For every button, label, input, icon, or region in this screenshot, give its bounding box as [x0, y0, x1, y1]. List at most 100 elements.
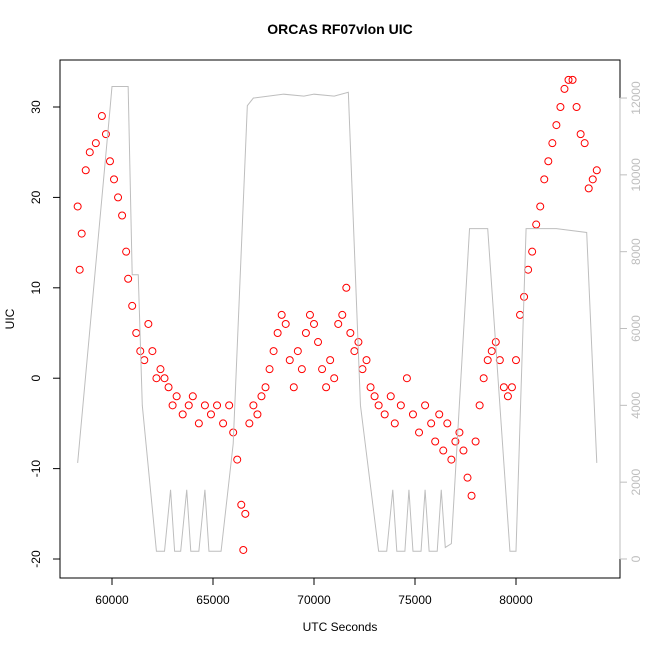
y2-tick-label: 4000 [629, 392, 643, 419]
y-tick-label: 10 [29, 281, 43, 295]
data-point [443, 419, 452, 428]
data-point [178, 410, 187, 419]
data-point [241, 509, 250, 518]
data-point [101, 130, 110, 139]
data-point [576, 130, 585, 139]
data-point [206, 410, 215, 419]
data-point [362, 356, 371, 365]
data-point [475, 401, 484, 410]
data-point [277, 310, 286, 319]
x-axis-label: UTC Seconds [303, 620, 378, 634]
data-point [459, 446, 468, 455]
data-point [253, 410, 262, 419]
x-tick-label: 65000 [196, 593, 230, 607]
data-point [568, 75, 577, 84]
data-point [257, 392, 266, 401]
data-point [330, 374, 339, 383]
data-point [374, 401, 383, 410]
data-point [390, 419, 399, 428]
data-point [156, 365, 165, 374]
data-point [471, 437, 480, 446]
data-point [556, 103, 565, 112]
y2-tick-label: 12000 [629, 81, 643, 115]
data-point [124, 274, 133, 283]
y-tick-label: -10 [29, 460, 43, 478]
y2-tick-label: 8000 [629, 238, 643, 265]
data-point [431, 437, 440, 446]
data-point [168, 401, 177, 410]
data-point [532, 220, 541, 229]
data-point [507, 383, 516, 392]
x-tick-label: 75000 [398, 593, 432, 607]
data-point [261, 383, 270, 392]
data-point [114, 193, 123, 202]
data-point [467, 491, 476, 500]
data-point [81, 166, 90, 175]
data-point [487, 347, 496, 356]
data-point [572, 103, 581, 112]
x-tick-label: 70000 [297, 593, 331, 607]
data-point [540, 175, 549, 184]
data-point [415, 428, 424, 437]
data-point [499, 383, 508, 392]
data-point [408, 410, 417, 419]
data-point [148, 347, 157, 356]
data-point [528, 247, 537, 256]
data-point [370, 392, 379, 401]
data-point [289, 383, 298, 392]
data-point [421, 401, 430, 410]
data-point [160, 374, 169, 383]
data-point [128, 301, 137, 310]
data-point [164, 383, 173, 392]
y2-tick-label: 2000 [629, 468, 643, 495]
data-point [455, 428, 464, 437]
data-point [265, 365, 274, 374]
data-point [326, 356, 335, 365]
data-point [511, 356, 520, 365]
data-point [346, 329, 355, 338]
data-point [439, 446, 448, 455]
data-point [402, 374, 411, 383]
data-point [110, 175, 119, 184]
data-point [273, 329, 282, 338]
y2-tick-label: 6000 [629, 315, 643, 342]
y2-tick-label: 10000 [629, 158, 643, 192]
data-point [219, 419, 228, 428]
altitude-line [77, 86, 598, 552]
x-tick-label: 80000 [499, 593, 533, 607]
data-point [483, 356, 492, 365]
data-point [584, 184, 593, 193]
data-point [200, 401, 209, 410]
data-point [97, 112, 106, 121]
data-point [297, 365, 306, 374]
data-point [85, 148, 94, 157]
data-point [322, 383, 331, 392]
data-point [285, 356, 294, 365]
data-point [122, 247, 131, 256]
data-point [75, 265, 84, 274]
data-point [580, 139, 589, 148]
data-point [73, 202, 82, 211]
data-point [213, 401, 222, 410]
data-point [91, 139, 100, 148]
data-point [172, 392, 181, 401]
data-point [427, 419, 436, 428]
data-point [237, 500, 246, 509]
data-point [249, 401, 258, 410]
data-point [105, 157, 114, 166]
data-point [269, 347, 278, 356]
data-point [380, 410, 389, 419]
data-point [309, 319, 318, 328]
y-tick-label: 0 [29, 375, 43, 382]
data-point [544, 157, 553, 166]
data-point [342, 283, 351, 292]
x-tick-label: 60000 [95, 593, 129, 607]
data-point [463, 473, 472, 482]
data-point [184, 401, 193, 410]
data-point [560, 84, 569, 93]
data-point [152, 374, 161, 383]
data-point [548, 139, 557, 148]
data-point [239, 545, 248, 554]
